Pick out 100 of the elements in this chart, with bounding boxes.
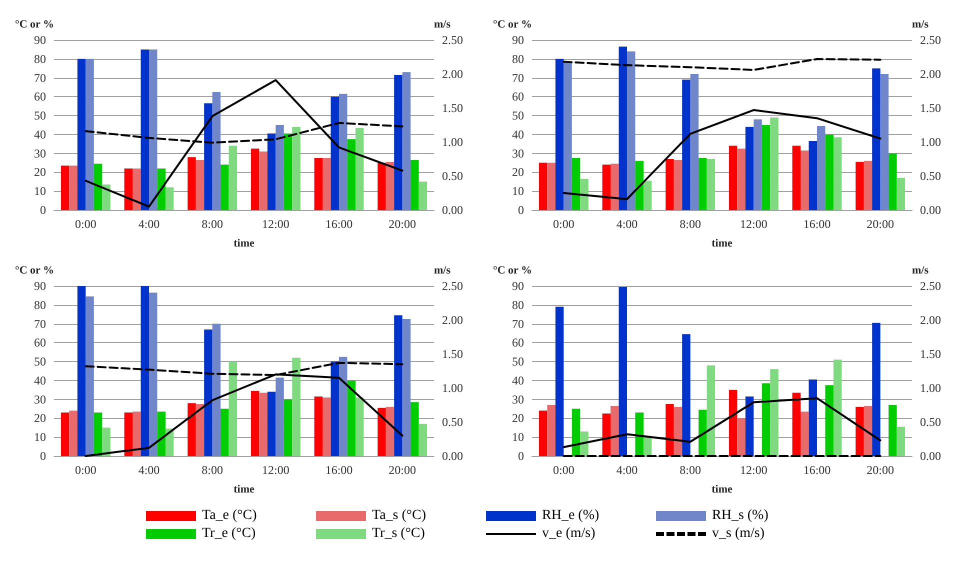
bar bbox=[250, 390, 260, 456]
bar bbox=[188, 403, 196, 456]
y-tick-label: 50 bbox=[512, 354, 524, 369]
bar bbox=[880, 74, 889, 210]
bar bbox=[322, 397, 331, 456]
x-axis-title: time bbox=[712, 484, 732, 496]
x-tick-label: 12:00 bbox=[262, 217, 290, 231]
x-tick-label: 20:00 bbox=[388, 463, 416, 477]
y2-axis-title: m/s bbox=[434, 18, 452, 30]
bar bbox=[284, 134, 292, 210]
bar bbox=[378, 408, 386, 456]
bar bbox=[817, 126, 826, 210]
bar bbox=[149, 292, 158, 456]
bar bbox=[77, 286, 86, 456]
bar bbox=[292, 126, 300, 210]
bar bbox=[322, 158, 331, 210]
bar bbox=[872, 322, 880, 456]
y-tick-label: 0 bbox=[40, 449, 46, 463]
x-tick-label: 4:00 bbox=[138, 217, 160, 231]
bar bbox=[564, 62, 572, 210]
y2-tick-label: 0.50 bbox=[442, 415, 463, 429]
x-axis-title: time bbox=[234, 238, 254, 250]
y2-axis-title: m/s bbox=[912, 264, 930, 276]
bar bbox=[102, 428, 110, 456]
y-tick-label: 20 bbox=[512, 411, 524, 426]
bar bbox=[378, 162, 386, 210]
bar bbox=[196, 404, 204, 456]
bar bbox=[212, 324, 221, 456]
y-tick-label: 20 bbox=[34, 411, 46, 426]
bar bbox=[745, 396, 754, 456]
bar bbox=[698, 410, 707, 456]
y-axis-title: °C or % bbox=[14, 264, 54, 276]
bar bbox=[643, 180, 652, 210]
bar bbox=[888, 405, 897, 456]
bar bbox=[259, 392, 268, 456]
bar bbox=[314, 396, 323, 456]
y-tick-label: 70 bbox=[34, 316, 46, 331]
y-tick-label: 30 bbox=[34, 146, 46, 160]
bar bbox=[800, 150, 809, 210]
y-tick-label: 40 bbox=[512, 127, 524, 142]
y2-tick-label: 1.50 bbox=[920, 101, 941, 115]
y2-tick-label: 1.50 bbox=[442, 347, 463, 361]
x-tick-label: 0:00 bbox=[552, 463, 574, 477]
bar bbox=[276, 125, 284, 210]
bar bbox=[792, 392, 801, 456]
y-tick-label: 20 bbox=[512, 165, 524, 180]
bar bbox=[602, 414, 611, 456]
x-tick-label: 0:00 bbox=[74, 217, 96, 231]
x-tick-label: 0:00 bbox=[552, 217, 574, 231]
bar bbox=[386, 406, 394, 456]
bar bbox=[762, 383, 770, 456]
y-tick-label: 10 bbox=[512, 184, 524, 198]
line-series bbox=[562, 397, 882, 448]
bar bbox=[60, 412, 70, 456]
x-tick-label: 4:00 bbox=[616, 463, 638, 477]
bar bbox=[149, 49, 158, 210]
y-tick-label: 60 bbox=[512, 336, 524, 350]
x-axis-title: time bbox=[712, 238, 732, 250]
y-tick-label: 90 bbox=[34, 279, 46, 293]
bar bbox=[94, 412, 102, 456]
bar bbox=[86, 296, 94, 456]
x-axis-title: time bbox=[234, 484, 254, 496]
x-tick-label: 20:00 bbox=[388, 217, 416, 231]
bar bbox=[618, 46, 627, 210]
bar bbox=[572, 158, 580, 210]
bar bbox=[888, 153, 897, 210]
bar bbox=[610, 406, 619, 456]
bar bbox=[643, 437, 652, 456]
x-tick-label: 4:00 bbox=[616, 217, 638, 231]
bar bbox=[355, 128, 364, 210]
y2-tick-label: 0.00 bbox=[920, 449, 941, 463]
y2-tick-label: 2.00 bbox=[442, 67, 463, 81]
bar bbox=[418, 182, 428, 210]
bar bbox=[737, 148, 746, 210]
y2-tick-label: 0.50 bbox=[920, 169, 941, 183]
y-tick-label: 90 bbox=[512, 33, 524, 47]
bar bbox=[706, 159, 716, 210]
y-tick-label: 40 bbox=[512, 373, 524, 388]
y-tick-label: 80 bbox=[34, 298, 46, 312]
y-axis-title: °C or % bbox=[492, 18, 532, 30]
x-tick-label: 12:00 bbox=[262, 463, 290, 477]
bar bbox=[60, 166, 70, 210]
y-tick-label: 90 bbox=[512, 279, 524, 293]
y-tick-label: 70 bbox=[34, 70, 46, 85]
bar bbox=[555, 306, 564, 456]
y2-tick-label: 2.00 bbox=[442, 313, 463, 327]
bar bbox=[737, 418, 746, 456]
bar bbox=[538, 410, 548, 456]
y2-tick-label: 2.50 bbox=[442, 279, 463, 293]
x-tick-label: 0:00 bbox=[74, 463, 96, 477]
bar bbox=[188, 157, 196, 210]
y-tick-label: 50 bbox=[34, 108, 46, 123]
bar bbox=[808, 380, 817, 456]
bar bbox=[402, 319, 411, 456]
bar bbox=[896, 426, 906, 456]
bar bbox=[77, 58, 86, 210]
bar bbox=[157, 168, 166, 210]
y2-tick-label: 0.50 bbox=[920, 415, 941, 429]
bar bbox=[580, 178, 588, 210]
y-tick-label: 40 bbox=[34, 127, 46, 142]
